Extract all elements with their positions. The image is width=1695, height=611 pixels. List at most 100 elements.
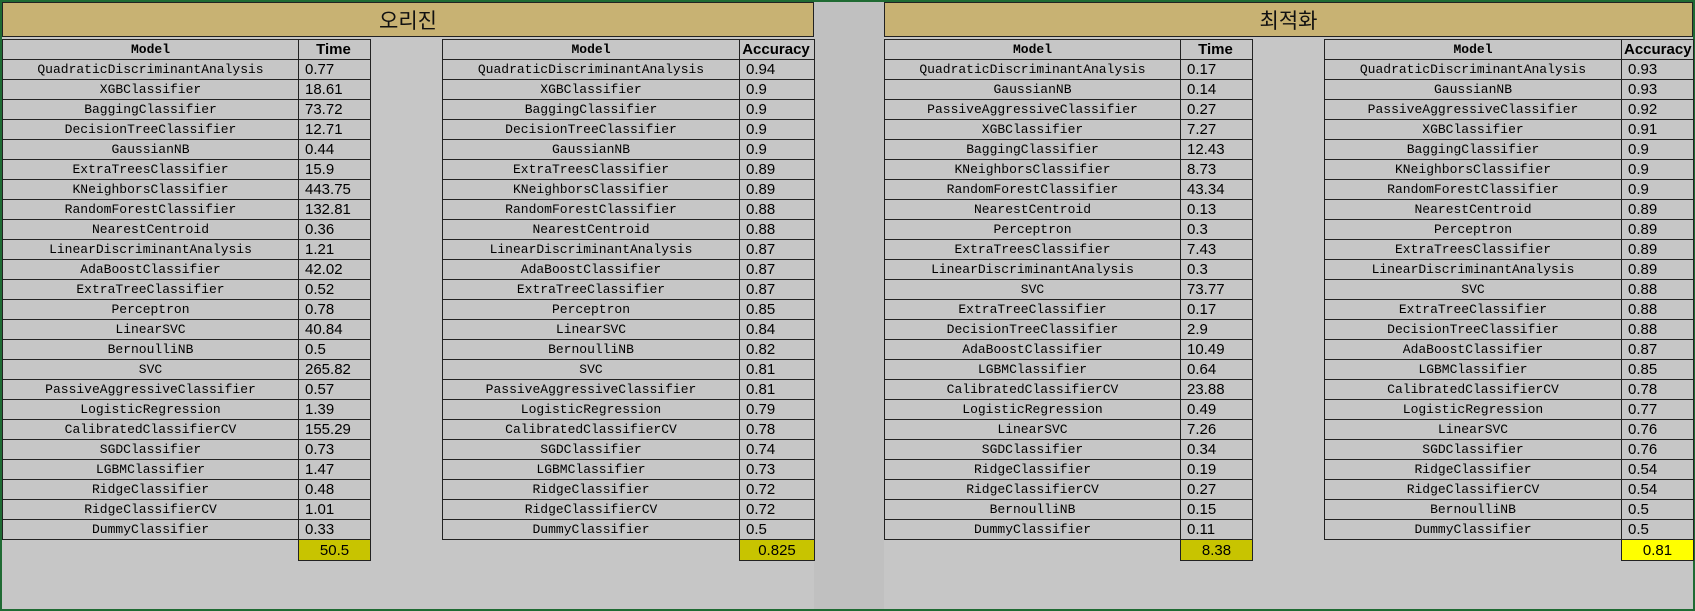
model-name-cell[interactable]: DummyClassifier	[1324, 519, 1622, 540]
time-value-cell[interactable]: 40.84	[298, 319, 371, 340]
model-name-cell[interactable]: XGBClassifier	[1324, 119, 1622, 140]
time-value-cell[interactable]: 0.36	[298, 219, 371, 240]
model-name-cell[interactable]: ExtraTreesClassifier	[442, 159, 740, 180]
model-name-cell[interactable]: SVC	[442, 359, 740, 380]
accuracy-value-cell[interactable]: 0.9	[1621, 179, 1694, 200]
time-value-cell[interactable]: 43.34	[1180, 179, 1253, 200]
time-value-cell[interactable]: 0.27	[1180, 479, 1253, 500]
model-name-cell[interactable]: LinearSVC	[884, 419, 1181, 440]
model-name-cell[interactable]: KNeighborsClassifier	[442, 179, 740, 200]
model-name-cell[interactable]: RidgeClassifier	[2, 479, 299, 500]
accuracy-value-cell[interactable]: 0.76	[1621, 439, 1694, 460]
model-name-cell[interactable]: LinearDiscriminantAnalysis	[1324, 259, 1622, 280]
model-name-cell[interactable]: RidgeClassifierCV	[442, 499, 740, 520]
time-value-cell[interactable]: 0.77	[298, 59, 371, 80]
time-value-cell[interactable]: 0.11	[1180, 519, 1253, 540]
accuracy-value-cell[interactable]: 0.9	[739, 119, 815, 140]
model-name-cell[interactable]: Perceptron	[2, 299, 299, 320]
time-value-cell[interactable]: 0.3	[1180, 219, 1253, 240]
accuracy-value-cell[interactable]: 0.5	[1621, 519, 1694, 540]
time-value-cell[interactable]: 0.19	[1180, 459, 1253, 480]
model-name-cell[interactable]: PassiveAggressiveClassifier	[2, 379, 299, 400]
model-name-cell[interactable]: SGDClassifier	[442, 439, 740, 460]
time-value-cell[interactable]: 0.33	[298, 519, 371, 540]
model-name-cell[interactable]: LogisticRegression	[442, 399, 740, 420]
accuracy-value-cell[interactable]: 0.72	[739, 479, 815, 500]
time-value-cell[interactable]: 0.64	[1180, 359, 1253, 380]
model-name-cell[interactable]: BaggingClassifier	[884, 139, 1181, 160]
model-name-cell[interactable]: LGBMClassifier	[442, 459, 740, 480]
model-name-cell[interactable]: SVC	[1324, 279, 1622, 300]
time-value-cell[interactable]: 0.5	[298, 339, 371, 360]
accuracy-value-cell[interactable]: 0.94	[739, 59, 815, 80]
accuracy-value-cell[interactable]: 0.89	[1621, 219, 1694, 240]
model-name-cell[interactable]: LinearDiscriminantAnalysis	[884, 259, 1181, 280]
model-name-cell[interactable]: Perceptron	[442, 299, 740, 320]
accuracy-value-cell[interactable]: 0.88	[1621, 279, 1694, 300]
accuracy-value-cell[interactable]: 0.88	[739, 219, 815, 240]
model-name-cell[interactable]: RidgeClassifierCV	[2, 499, 299, 520]
accuracy-value-cell[interactable]: 0.72	[739, 499, 815, 520]
model-name-cell[interactable]: CalibratedClassifierCV	[442, 419, 740, 440]
accuracy-value-cell[interactable]: 0.9	[739, 99, 815, 120]
accuracy-value-cell[interactable]: 0.54	[1621, 459, 1694, 480]
accuracy-value-cell[interactable]: 0.87	[739, 239, 815, 260]
model-name-cell[interactable]: LinearDiscriminantAnalysis	[2, 239, 299, 260]
model-name-cell[interactable]: CalibratedClassifierCV	[2, 419, 299, 440]
accuracy-value-cell[interactable]: 0.74	[739, 439, 815, 460]
time-value-cell[interactable]: 0.57	[298, 379, 371, 400]
accuracy-value-cell[interactable]: 0.89	[739, 159, 815, 180]
time-value-cell[interactable]: 0.3	[1180, 259, 1253, 280]
model-name-cell[interactable]: BernoulliNB	[442, 339, 740, 360]
model-name-cell[interactable]: AdaBoostClassifier	[442, 259, 740, 280]
time-value-cell[interactable]: 0.34	[1180, 439, 1253, 460]
model-name-cell[interactable]: XGBClassifier	[2, 79, 299, 100]
model-name-cell[interactable]: ExtraTreesClassifier	[2, 159, 299, 180]
model-name-cell[interactable]: ExtraTreesClassifier	[1324, 239, 1622, 260]
accuracy-value-cell[interactable]: 0.87	[1621, 339, 1694, 360]
model-name-cell[interactable]: RidgeClassifier	[442, 479, 740, 500]
model-name-cell[interactable]: LinearSVC	[442, 319, 740, 340]
model-name-cell[interactable]: NearestCentroid	[1324, 199, 1622, 220]
model-name-cell[interactable]: BernoulliNB	[884, 499, 1181, 520]
model-name-cell[interactable]: KNeighborsClassifier	[1324, 159, 1622, 180]
time-value-cell[interactable]: 1.01	[298, 499, 371, 520]
time-value-cell[interactable]: 0.27	[1180, 99, 1253, 120]
model-name-cell[interactable]: XGBClassifier	[884, 119, 1181, 140]
accuracy-value-cell[interactable]: 0.78	[1621, 379, 1694, 400]
model-name-cell[interactable]: QuadraticDiscriminantAnalysis	[1324, 59, 1622, 80]
model-name-cell[interactable]: LinearSVC	[1324, 419, 1622, 440]
time-value-cell[interactable]: 42.02	[298, 259, 371, 280]
time-value-cell[interactable]: 2.9	[1180, 319, 1253, 340]
model-name-cell[interactable]: RidgeClassifierCV	[1324, 479, 1622, 500]
accuracy-value-cell[interactable]: 0.9	[1621, 139, 1694, 160]
accuracy-value-cell[interactable]: 0.54	[1621, 479, 1694, 500]
model-name-cell[interactable]: AdaBoostClassifier	[2, 259, 299, 280]
model-name-cell[interactable]: RandomForestClassifier	[1324, 179, 1622, 200]
model-name-cell[interactable]: SGDClassifier	[884, 439, 1181, 460]
model-name-cell[interactable]: SVC	[2, 359, 299, 380]
model-name-cell[interactable]: LogisticRegression	[2, 399, 299, 420]
model-name-cell[interactable]: QuadraticDiscriminantAnalysis	[2, 59, 299, 80]
model-name-cell[interactable]: CalibratedClassifierCV	[1324, 379, 1622, 400]
model-name-cell[interactable]: DecisionTreeClassifier	[2, 119, 299, 140]
model-name-cell[interactable]: SGDClassifier	[2, 439, 299, 460]
time-value-cell[interactable]: 0.78	[298, 299, 371, 320]
time-value-cell[interactable]: 1.21	[298, 239, 371, 260]
model-name-cell[interactable]: DecisionTreeClassifier	[884, 319, 1181, 340]
model-name-cell[interactable]: GaussianNB	[442, 139, 740, 160]
model-name-cell[interactable]: PassiveAggressiveClassifier	[442, 379, 740, 400]
model-name-cell[interactable]: CalibratedClassifierCV	[884, 379, 1181, 400]
time-value-cell[interactable]: 18.61	[298, 79, 371, 100]
time-value-cell[interactable]: 0.44	[298, 139, 371, 160]
model-name-cell[interactable]: XGBClassifier	[442, 79, 740, 100]
accuracy-value-cell[interactable]: 0.84	[739, 319, 815, 340]
time-value-cell[interactable]: 0.52	[298, 279, 371, 300]
accuracy-value-cell[interactable]: 0.89	[1621, 199, 1694, 220]
time-value-cell[interactable]: 12.43	[1180, 139, 1253, 160]
model-name-cell[interactable]: NearestCentroid	[884, 199, 1181, 220]
time-value-cell[interactable]: 0.48	[298, 479, 371, 500]
model-name-cell[interactable]: ExtraTreeClassifier	[442, 279, 740, 300]
model-name-cell[interactable]: GaussianNB	[1324, 79, 1622, 100]
model-name-cell[interactable]: LogisticRegression	[1324, 399, 1622, 420]
